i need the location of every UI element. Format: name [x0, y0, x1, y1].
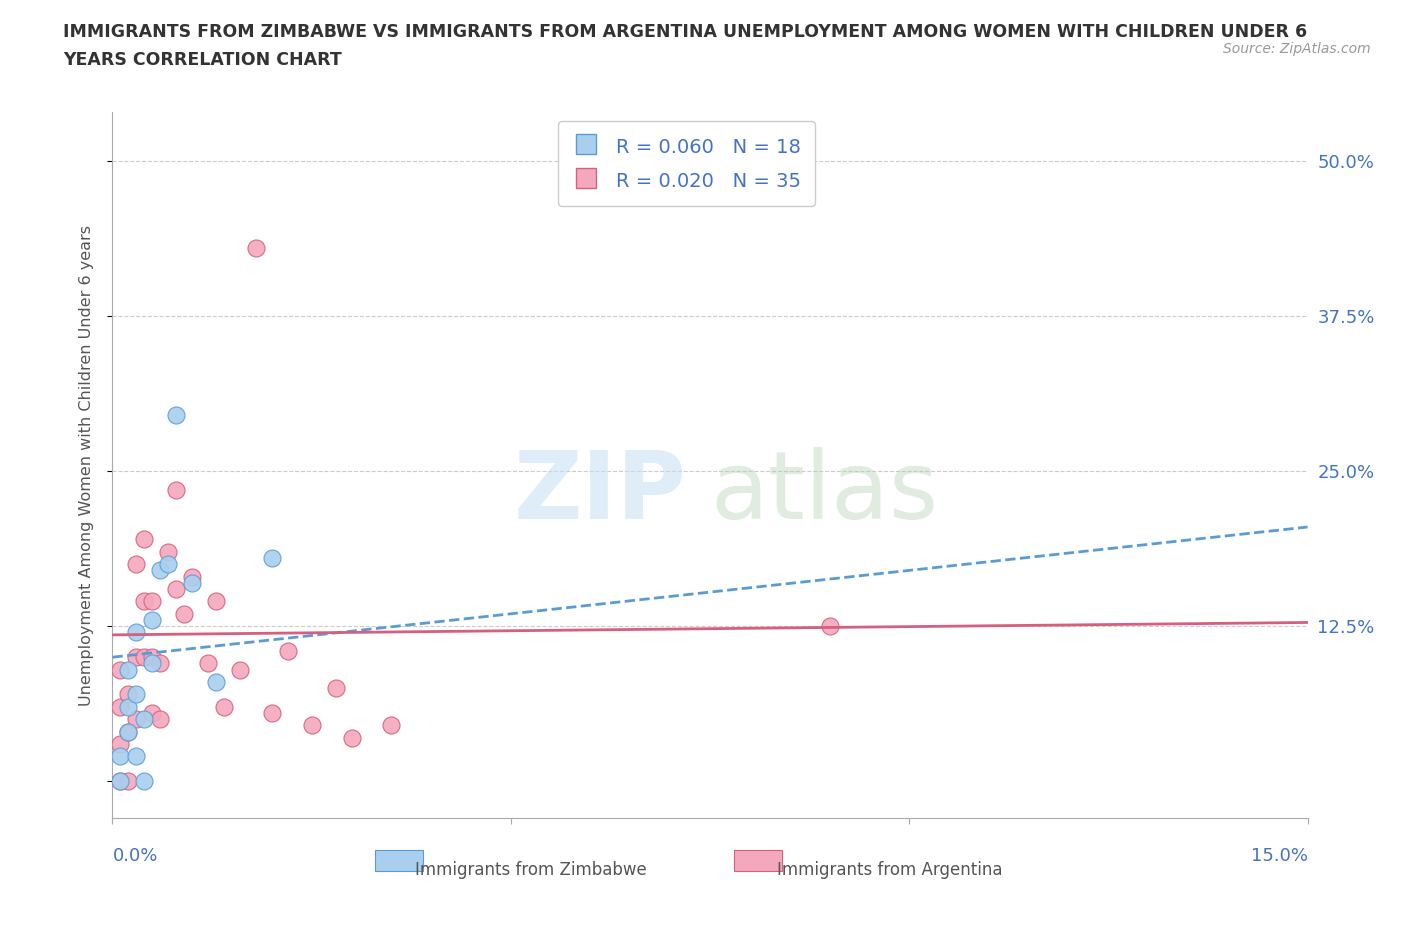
- Point: [173, 606, 195, 621]
- Point: [134, 594, 156, 609]
- Point: [260, 551, 283, 565]
- Point: [197, 656, 219, 671]
- Point: [117, 724, 139, 739]
- Point: [110, 774, 132, 789]
- Point: [181, 569, 204, 584]
- Text: Immigrants from Zimbabwe: Immigrants from Zimbabwe: [415, 861, 647, 879]
- Point: [125, 749, 148, 764]
- Point: [245, 241, 267, 256]
- Point: [141, 613, 163, 628]
- Point: [157, 557, 180, 572]
- Point: [110, 662, 132, 677]
- Point: [277, 644, 299, 658]
- Text: 0.0%: 0.0%: [112, 846, 157, 865]
- Point: [117, 774, 139, 789]
- Point: [110, 774, 132, 789]
- Point: [165, 483, 187, 498]
- Point: [125, 625, 148, 640]
- Text: IMMIGRANTS FROM ZIMBABWE VS IMMIGRANTS FROM ARGENTINA UNEMPLOYMENT AMONG WOMEN W: IMMIGRANTS FROM ZIMBABWE VS IMMIGRANTS F…: [63, 23, 1308, 41]
- Point: [325, 681, 347, 696]
- Point: [117, 662, 139, 677]
- Point: [125, 687, 148, 702]
- Point: [165, 408, 187, 423]
- Text: ZIP: ZIP: [513, 447, 686, 539]
- Point: [141, 594, 163, 609]
- Point: [117, 687, 139, 702]
- Point: [134, 774, 156, 789]
- Legend: R = 0.060   N = 18, R = 0.020   N = 35: R = 0.060 N = 18, R = 0.020 N = 35: [558, 121, 814, 206]
- Point: [818, 618, 841, 633]
- Point: [205, 674, 228, 689]
- Point: [125, 557, 148, 572]
- Point: [110, 749, 132, 764]
- Point: [141, 706, 163, 721]
- Point: [117, 699, 139, 714]
- Point: [134, 532, 156, 547]
- Text: 15.0%: 15.0%: [1250, 846, 1308, 865]
- Point: [125, 650, 148, 665]
- Point: [110, 699, 132, 714]
- Point: [110, 737, 132, 751]
- Point: [260, 706, 283, 721]
- Text: YEARS CORRELATION CHART: YEARS CORRELATION CHART: [63, 51, 342, 69]
- Point: [117, 724, 139, 739]
- Point: [205, 594, 228, 609]
- Point: [149, 563, 172, 578]
- Point: [141, 650, 163, 665]
- Point: [125, 711, 148, 726]
- Point: [157, 544, 180, 559]
- Point: [301, 718, 323, 733]
- Text: Immigrants from Argentina: Immigrants from Argentina: [776, 861, 1002, 879]
- Y-axis label: Unemployment Among Women with Children Under 6 years: Unemployment Among Women with Children U…: [79, 224, 94, 706]
- Point: [149, 656, 172, 671]
- Point: [134, 711, 156, 726]
- Point: [380, 718, 402, 733]
- Point: [149, 711, 172, 726]
- Text: atlas: atlas: [710, 447, 938, 539]
- Point: [134, 650, 156, 665]
- Point: [212, 699, 235, 714]
- FancyBboxPatch shape: [734, 850, 782, 871]
- Point: [181, 576, 204, 591]
- Point: [340, 730, 363, 745]
- FancyBboxPatch shape: [375, 850, 423, 871]
- Point: [141, 656, 163, 671]
- Point: [165, 581, 187, 596]
- Text: Source: ZipAtlas.com: Source: ZipAtlas.com: [1223, 42, 1371, 56]
- Point: [229, 662, 252, 677]
